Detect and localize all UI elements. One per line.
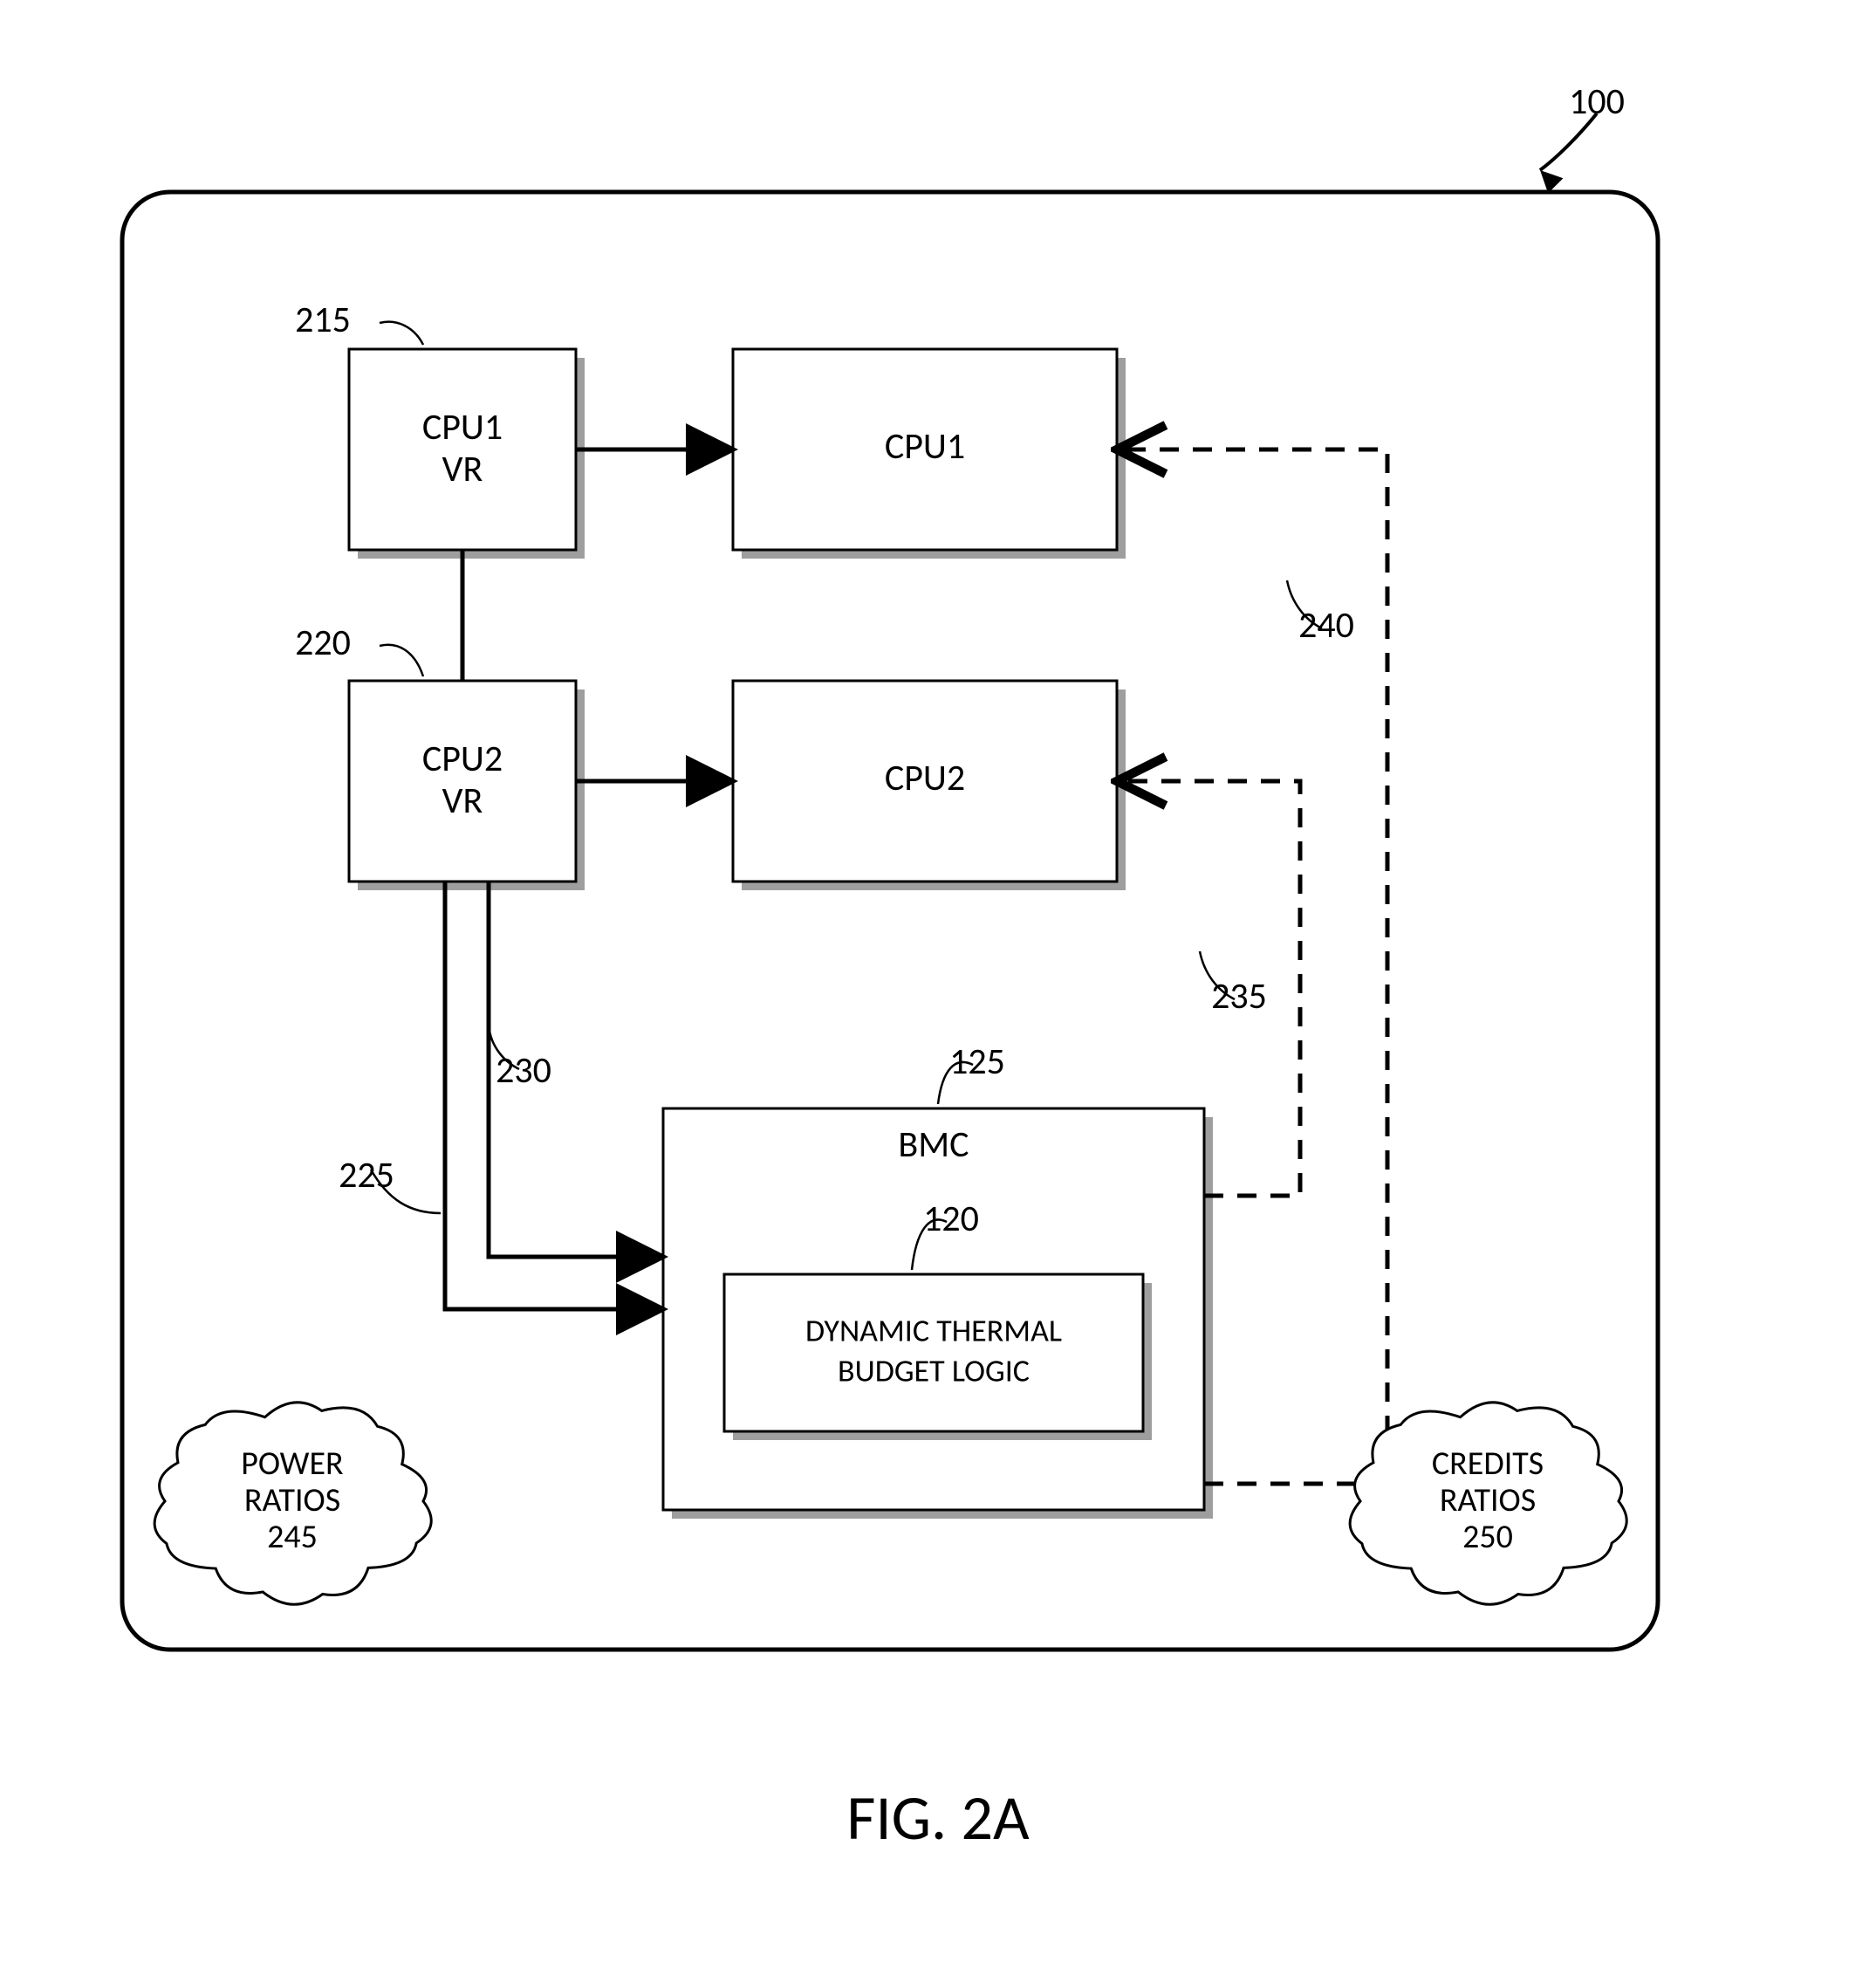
svg-text:CPU1: CPU1 — [885, 424, 965, 469]
svg-text:DYNAMIC THERMAL: DYNAMIC THERMAL — [805, 1312, 1062, 1350]
arrow-225 — [445, 882, 663, 1309]
leader-l215 — [380, 322, 423, 345]
ref-230: 230 — [496, 1048, 551, 1093]
leader-l220 — [380, 645, 423, 676]
svg-text:POWER: POWER — [241, 1444, 344, 1484]
ref-120: 120 — [923, 1197, 979, 1241]
pointer-100-head — [1540, 170, 1563, 193]
ref-220: 220 — [295, 621, 351, 665]
ref-215: 215 — [295, 298, 351, 342]
svg-text:245: 245 — [267, 1517, 318, 1557]
svg-text:RATIOS: RATIOS — [1440, 1480, 1536, 1520]
svg-text:BUDGET LOGIC: BUDGET LOGIC — [838, 1352, 1030, 1390]
ref-235: 235 — [1211, 974, 1267, 1019]
ref-240: 240 — [1298, 603, 1354, 648]
figure-label: FIG. 2A — [846, 1780, 1030, 1856]
svg-text:250: 250 — [1462, 1517, 1513, 1557]
svg-text:VR: VR — [442, 779, 483, 823]
ref-100: 100 — [1569, 79, 1625, 124]
svg-text:CPU2: CPU2 — [422, 737, 503, 781]
svg-text:VR: VR — [442, 447, 483, 491]
svg-text:CPU1: CPU1 — [422, 405, 503, 449]
svg-text:RATIOS: RATIOS — [244, 1480, 340, 1520]
svg-text:CPU2: CPU2 — [885, 756, 965, 800]
svg-text:BMC: BMC — [898, 1122, 969, 1167]
ref-125: 125 — [949, 1039, 1005, 1084]
svg-text:CREDITS: CREDITS — [1432, 1444, 1544, 1484]
